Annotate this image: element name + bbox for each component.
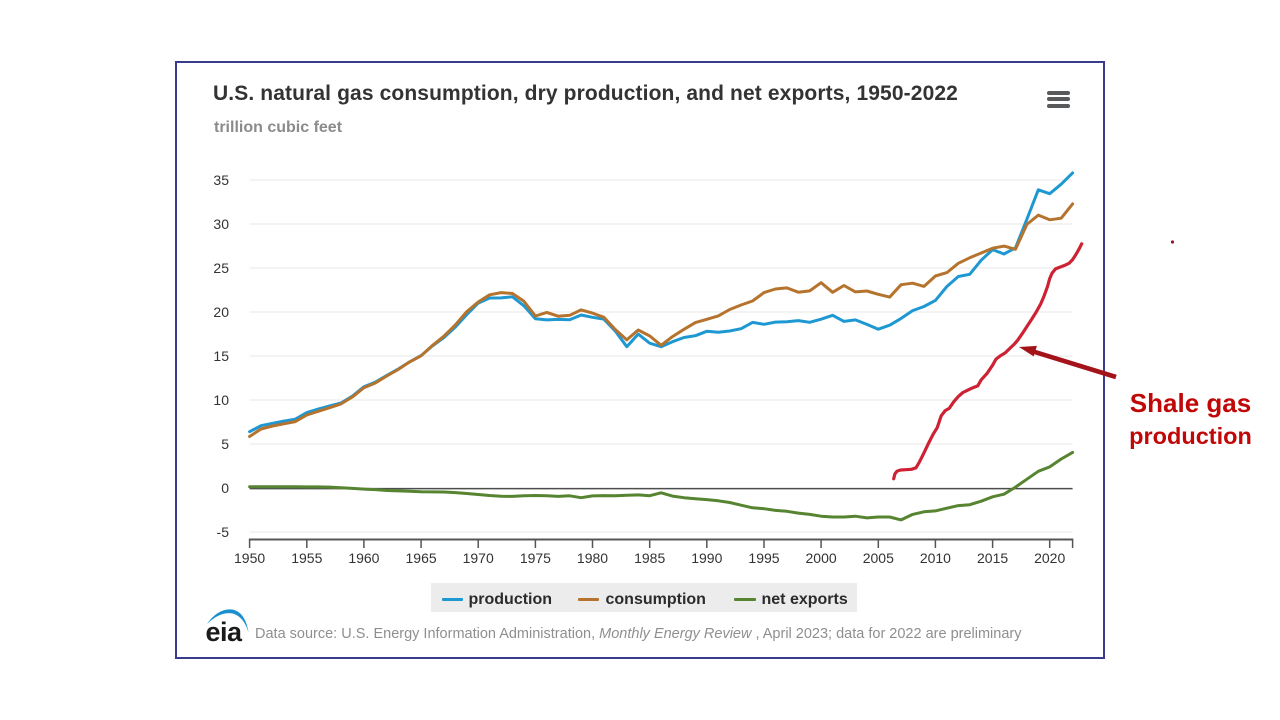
svg-text:1950: 1950 (234, 550, 265, 566)
svg-text:5: 5 (221, 436, 229, 452)
svg-text:1970: 1970 (463, 550, 494, 566)
svg-text:30: 30 (213, 216, 229, 232)
svg-text:2000: 2000 (806, 550, 837, 566)
svg-text:2010: 2010 (920, 550, 951, 566)
svg-text:15: 15 (213, 348, 229, 364)
svg-text:10: 10 (213, 392, 229, 408)
svg-text:1975: 1975 (520, 550, 551, 566)
svg-text:eia: eia (206, 617, 244, 647)
svg-text:2015: 2015 (977, 550, 1008, 566)
svg-text:2020: 2020 (1034, 550, 1065, 566)
svg-text:1955: 1955 (291, 550, 322, 566)
svg-text:1960: 1960 (348, 550, 379, 566)
svg-text:0: 0 (221, 480, 229, 496)
svg-text:-5: -5 (217, 524, 230, 540)
svg-text:25: 25 (213, 260, 229, 276)
svg-text:1965: 1965 (406, 550, 437, 566)
svg-text:2005: 2005 (863, 550, 894, 566)
svg-text:1990: 1990 (691, 550, 722, 566)
svg-text:35: 35 (213, 172, 229, 188)
svg-text:1980: 1980 (577, 550, 608, 566)
svg-text:20: 20 (213, 304, 229, 320)
svg-text:1995: 1995 (748, 550, 779, 566)
svg-text:1985: 1985 (634, 550, 665, 566)
